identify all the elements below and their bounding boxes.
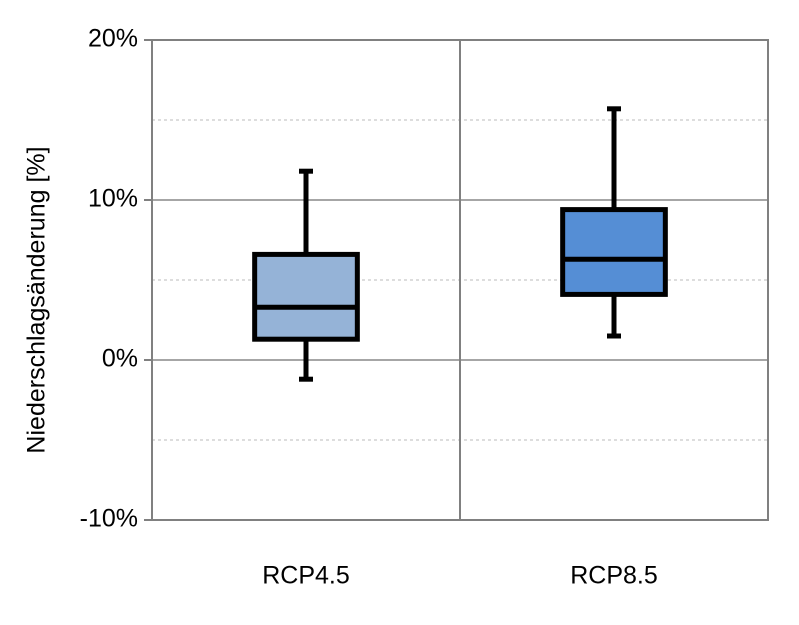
y-tick-label: 20% — [88, 25, 138, 53]
y-axis-label: Niederschlagsänderung [%] — [23, 146, 51, 453]
y-tick-label: 10% — [88, 185, 138, 213]
box — [252, 251, 360, 342]
y-tick-label: 0% — [102, 345, 138, 373]
x-tick-label: RCP4.5 — [262, 562, 350, 590]
box — [560, 207, 668, 297]
y-tick-label: -10% — [80, 505, 138, 533]
x-tick-label: RCP8.5 — [570, 562, 658, 590]
